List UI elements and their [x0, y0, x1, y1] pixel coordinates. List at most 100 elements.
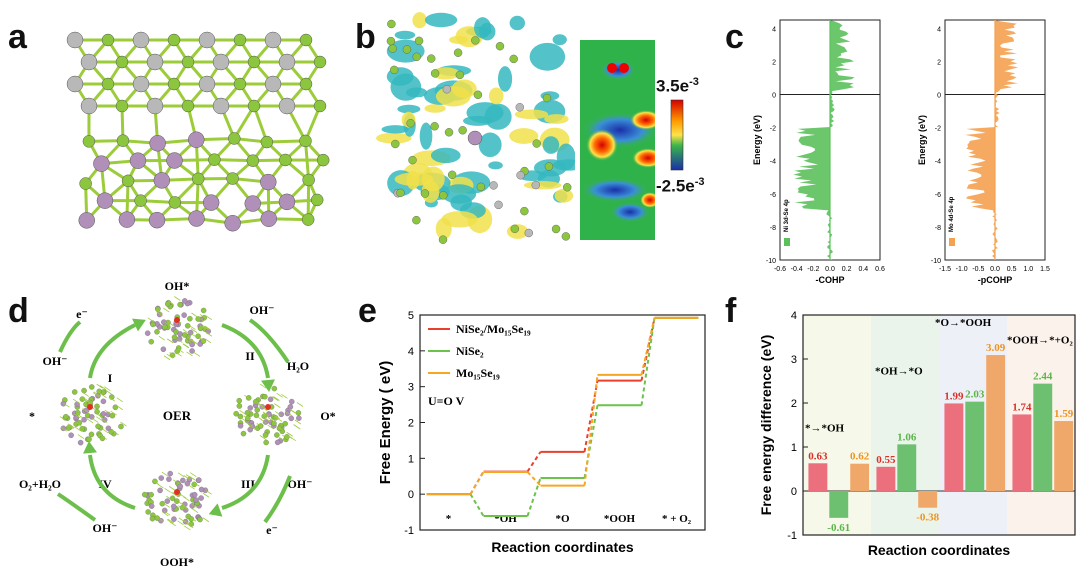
bond	[100, 435, 108, 440]
atom	[271, 385, 278, 392]
atom	[391, 139, 400, 149]
atom	[287, 404, 294, 410]
atom	[198, 75, 216, 93]
atom	[284, 410, 291, 417]
atom	[396, 188, 405, 198]
state-o-label: O*	[320, 409, 335, 423]
bar-value-label: 0.63	[808, 450, 828, 462]
atom	[263, 439, 269, 446]
group-label: *OOH→*+O₂	[1007, 335, 1073, 347]
atom	[262, 393, 268, 400]
atom	[408, 155, 417, 165]
bar-value-label: -0.61	[827, 522, 850, 534]
atom	[157, 487, 163, 494]
connector-line	[469, 471, 485, 495]
bond	[199, 314, 207, 319]
atom	[167, 470, 173, 477]
colorbar	[670, 99, 684, 171]
bond	[63, 402, 70, 408]
bar-value-label: 0.62	[850, 451, 870, 463]
bond	[246, 421, 253, 427]
atom	[414, 36, 424, 46]
atom	[77, 439, 84, 446]
bond	[205, 315, 212, 321]
connector-line	[583, 405, 599, 479]
atom	[561, 232, 571, 241]
bond	[164, 488, 171, 493]
y-tick-label: -4	[935, 159, 941, 166]
cohp-left-plot: -0.6 -0.4 -0.2 0.0 0.2 0.4 0.6 4 2 0 -2 -4 -6 -8 -10 -C…	[752, 19, 885, 285]
atom	[202, 194, 220, 211]
pcohp-right-plot: -1.5 -1.0 -0.5 0.0 0.5 1.0 1.5 4 2 0 -2 -4 -6 -8 -10 -p…	[917, 19, 1050, 285]
x-tick-label: -1.0	[956, 266, 968, 273]
atom	[262, 432, 269, 438]
bond	[92, 392, 100, 397]
atom	[181, 99, 195, 113]
atom	[296, 415, 302, 421]
legend-label: NiSe₂/Mo₁₅Se₁₉	[456, 322, 531, 336]
bond	[193, 481, 200, 487]
density-blob	[529, 42, 566, 71]
atom	[278, 193, 296, 211]
bar-value-label: 1.74	[1012, 401, 1032, 413]
atom	[164, 301, 171, 307]
bar	[897, 444, 917, 491]
atom	[112, 404, 119, 410]
atom	[146, 97, 164, 115]
atom	[66, 31, 84, 49]
species-oh: OH⁻	[42, 354, 67, 368]
atom	[516, 171, 525, 180]
atom	[160, 346, 167, 352]
atom	[148, 503, 155, 509]
bond	[186, 523, 194, 529]
atom	[146, 53, 164, 71]
density-blob	[463, 115, 493, 126]
bar-value-label: 1.99	[944, 390, 964, 402]
y-tick-label: 0	[937, 92, 941, 99]
bond	[112, 430, 119, 436]
side-arrow	[263, 475, 292, 524]
atom	[96, 388, 102, 395]
panel-letter-d: d	[8, 292, 29, 330]
atom	[166, 152, 183, 169]
atom	[95, 423, 101, 430]
atom	[148, 338, 154, 345]
bond	[179, 493, 187, 499]
y-tick-label: -4	[770, 159, 776, 166]
bond	[183, 475, 190, 480]
category-label: *	[446, 513, 452, 525]
bond	[169, 521, 176, 527]
density-blob	[412, 12, 427, 29]
density-blob	[542, 136, 560, 154]
y-tick-label: 2	[408, 418, 414, 430]
atom	[93, 155, 110, 172]
bond	[260, 383, 267, 389]
atom	[458, 126, 467, 135]
y-axis-label: Energy (eV)	[752, 115, 762, 165]
bond	[281, 393, 288, 399]
y-tick-label: 4	[937, 26, 941, 33]
y-axis-label: Energy (eV)	[917, 115, 927, 165]
connector-line	[526, 471, 542, 487]
y-axis-label: Free energy difference (eV)	[758, 335, 774, 516]
atom	[158, 475, 165, 481]
bond	[100, 393, 107, 399]
bond	[193, 352, 201, 357]
atom	[132, 75, 150, 93]
cluster-bare	[59, 383, 127, 450]
bond	[191, 312, 198, 318]
bond	[156, 309, 163, 314]
cohp-curve	[793, 20, 855, 260]
cycle-arrow-1	[88, 323, 136, 379]
atom	[118, 423, 124, 430]
atom	[563, 183, 572, 192]
cluster-ooh	[141, 470, 212, 531]
legend-swatch	[949, 238, 955, 246]
bond	[294, 419, 302, 425]
atom	[406, 119, 415, 128]
atom	[412, 215, 421, 225]
bond	[191, 339, 198, 345]
density-blob	[497, 66, 513, 92]
bond	[168, 485, 176, 491]
bond	[274, 411, 282, 416]
